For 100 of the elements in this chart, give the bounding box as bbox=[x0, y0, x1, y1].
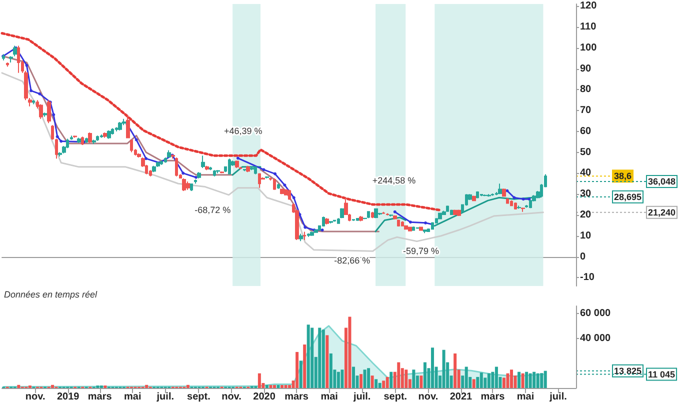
point bbox=[320, 228, 324, 232]
candlestick bbox=[100, 134, 103, 138]
candlestick bbox=[352, 218, 355, 222]
candlestick bbox=[491, 192, 494, 196]
bar bbox=[528, 373, 532, 388]
candlestick bbox=[476, 190, 479, 199]
bar bbox=[510, 370, 514, 388]
candlestick bbox=[246, 165, 250, 173]
candlestick bbox=[137, 152, 141, 158]
bar bbox=[276, 385, 280, 388]
candlestick bbox=[175, 157, 178, 177]
bar bbox=[487, 373, 490, 388]
x-tick-label: mars bbox=[88, 392, 112, 402]
candlestick bbox=[182, 178, 186, 192]
point bbox=[408, 220, 412, 224]
candlestick bbox=[51, 124, 54, 140]
bar bbox=[363, 370, 366, 388]
candlestick bbox=[480, 194, 483, 197]
point bbox=[182, 172, 185, 175]
candlestick bbox=[502, 188, 506, 198]
bar bbox=[502, 378, 506, 388]
candlestick bbox=[160, 160, 163, 166]
candlestick bbox=[450, 209, 453, 216]
ref-line-label: 21,240 bbox=[648, 207, 676, 218]
candlestick bbox=[6, 62, 9, 68]
candlestick bbox=[333, 220, 336, 222]
candlestick bbox=[303, 231, 306, 241]
candlestick bbox=[220, 171, 224, 174]
annotation: +46,39 % bbox=[224, 126, 262, 136]
y-tick-label: 70 bbox=[580, 105, 592, 116]
bar bbox=[442, 350, 446, 388]
candlestick bbox=[190, 183, 193, 192]
point bbox=[60, 140, 63, 143]
candlestick bbox=[337, 218, 340, 224]
bar bbox=[306, 324, 310, 388]
candlestick bbox=[9, 56, 13, 63]
candlestick bbox=[77, 137, 81, 144]
bar bbox=[299, 360, 302, 388]
bar bbox=[296, 352, 299, 388]
y-tick-label: 90 bbox=[580, 63, 592, 74]
candlestick bbox=[164, 157, 167, 164]
y-tick-label: 80 bbox=[580, 84, 592, 96]
candlestick bbox=[378, 212, 382, 216]
point bbox=[424, 221, 428, 224]
ref-line-label: 28,695 bbox=[614, 192, 642, 202]
candlestick bbox=[325, 218, 329, 225]
bar bbox=[265, 385, 268, 388]
candlestick bbox=[329, 220, 333, 224]
x-tick-label: mai bbox=[124, 392, 142, 402]
x-tick-label: nov. bbox=[25, 392, 46, 402]
bar bbox=[318, 328, 322, 388]
candlestick bbox=[322, 216, 325, 227]
candlestick bbox=[280, 188, 284, 195]
candlestick bbox=[310, 231, 314, 236]
y-tick-label: 40 000 bbox=[580, 332, 612, 344]
candlestick bbox=[81, 136, 84, 146]
bar bbox=[464, 366, 468, 388]
y-tick-label: 60 bbox=[580, 126, 592, 137]
candlestick bbox=[254, 166, 257, 175]
bar bbox=[472, 379, 476, 388]
candlestick bbox=[510, 200, 513, 206]
candlestick bbox=[525, 204, 528, 208]
bar bbox=[269, 385, 272, 388]
x-tick-label: 2020 bbox=[253, 392, 276, 402]
candlestick bbox=[288, 189, 291, 200]
candlestick bbox=[412, 226, 415, 232]
y-tick-label: 40 bbox=[580, 168, 592, 179]
candlestick bbox=[130, 139, 133, 153]
bar bbox=[480, 372, 483, 388]
candlestick bbox=[111, 128, 114, 136]
point bbox=[512, 196, 516, 200]
candlestick bbox=[393, 214, 397, 220]
point bbox=[236, 156, 240, 160]
bar bbox=[540, 373, 544, 388]
candlestick bbox=[299, 233, 303, 242]
bar bbox=[258, 373, 261, 388]
bar bbox=[454, 353, 457, 388]
point bbox=[292, 196, 296, 200]
ref-line-label: 36,048 bbox=[648, 176, 676, 186]
bar bbox=[544, 370, 547, 388]
candlestick bbox=[213, 170, 216, 177]
candlestick bbox=[517, 205, 521, 210]
bar bbox=[404, 370, 408, 388]
bar bbox=[390, 372, 393, 388]
candlestick bbox=[118, 122, 122, 131]
candlestick bbox=[258, 172, 261, 188]
bar bbox=[336, 372, 340, 388]
x-tick-label: mars bbox=[284, 392, 309, 402]
candlestick bbox=[73, 135, 77, 138]
candlestick bbox=[307, 232, 310, 238]
bar bbox=[370, 376, 374, 388]
candlestick bbox=[55, 138, 58, 160]
bar bbox=[145, 384, 148, 388]
y-tick-label: 60 000 bbox=[580, 308, 612, 319]
candlestick bbox=[152, 165, 156, 173]
point bbox=[522, 198, 525, 201]
bar bbox=[506, 373, 510, 388]
x-tick-label: nov. bbox=[418, 392, 438, 402]
y-tick-label: 120 bbox=[580, 0, 598, 12]
annotation: -82,66 % bbox=[334, 256, 370, 266]
